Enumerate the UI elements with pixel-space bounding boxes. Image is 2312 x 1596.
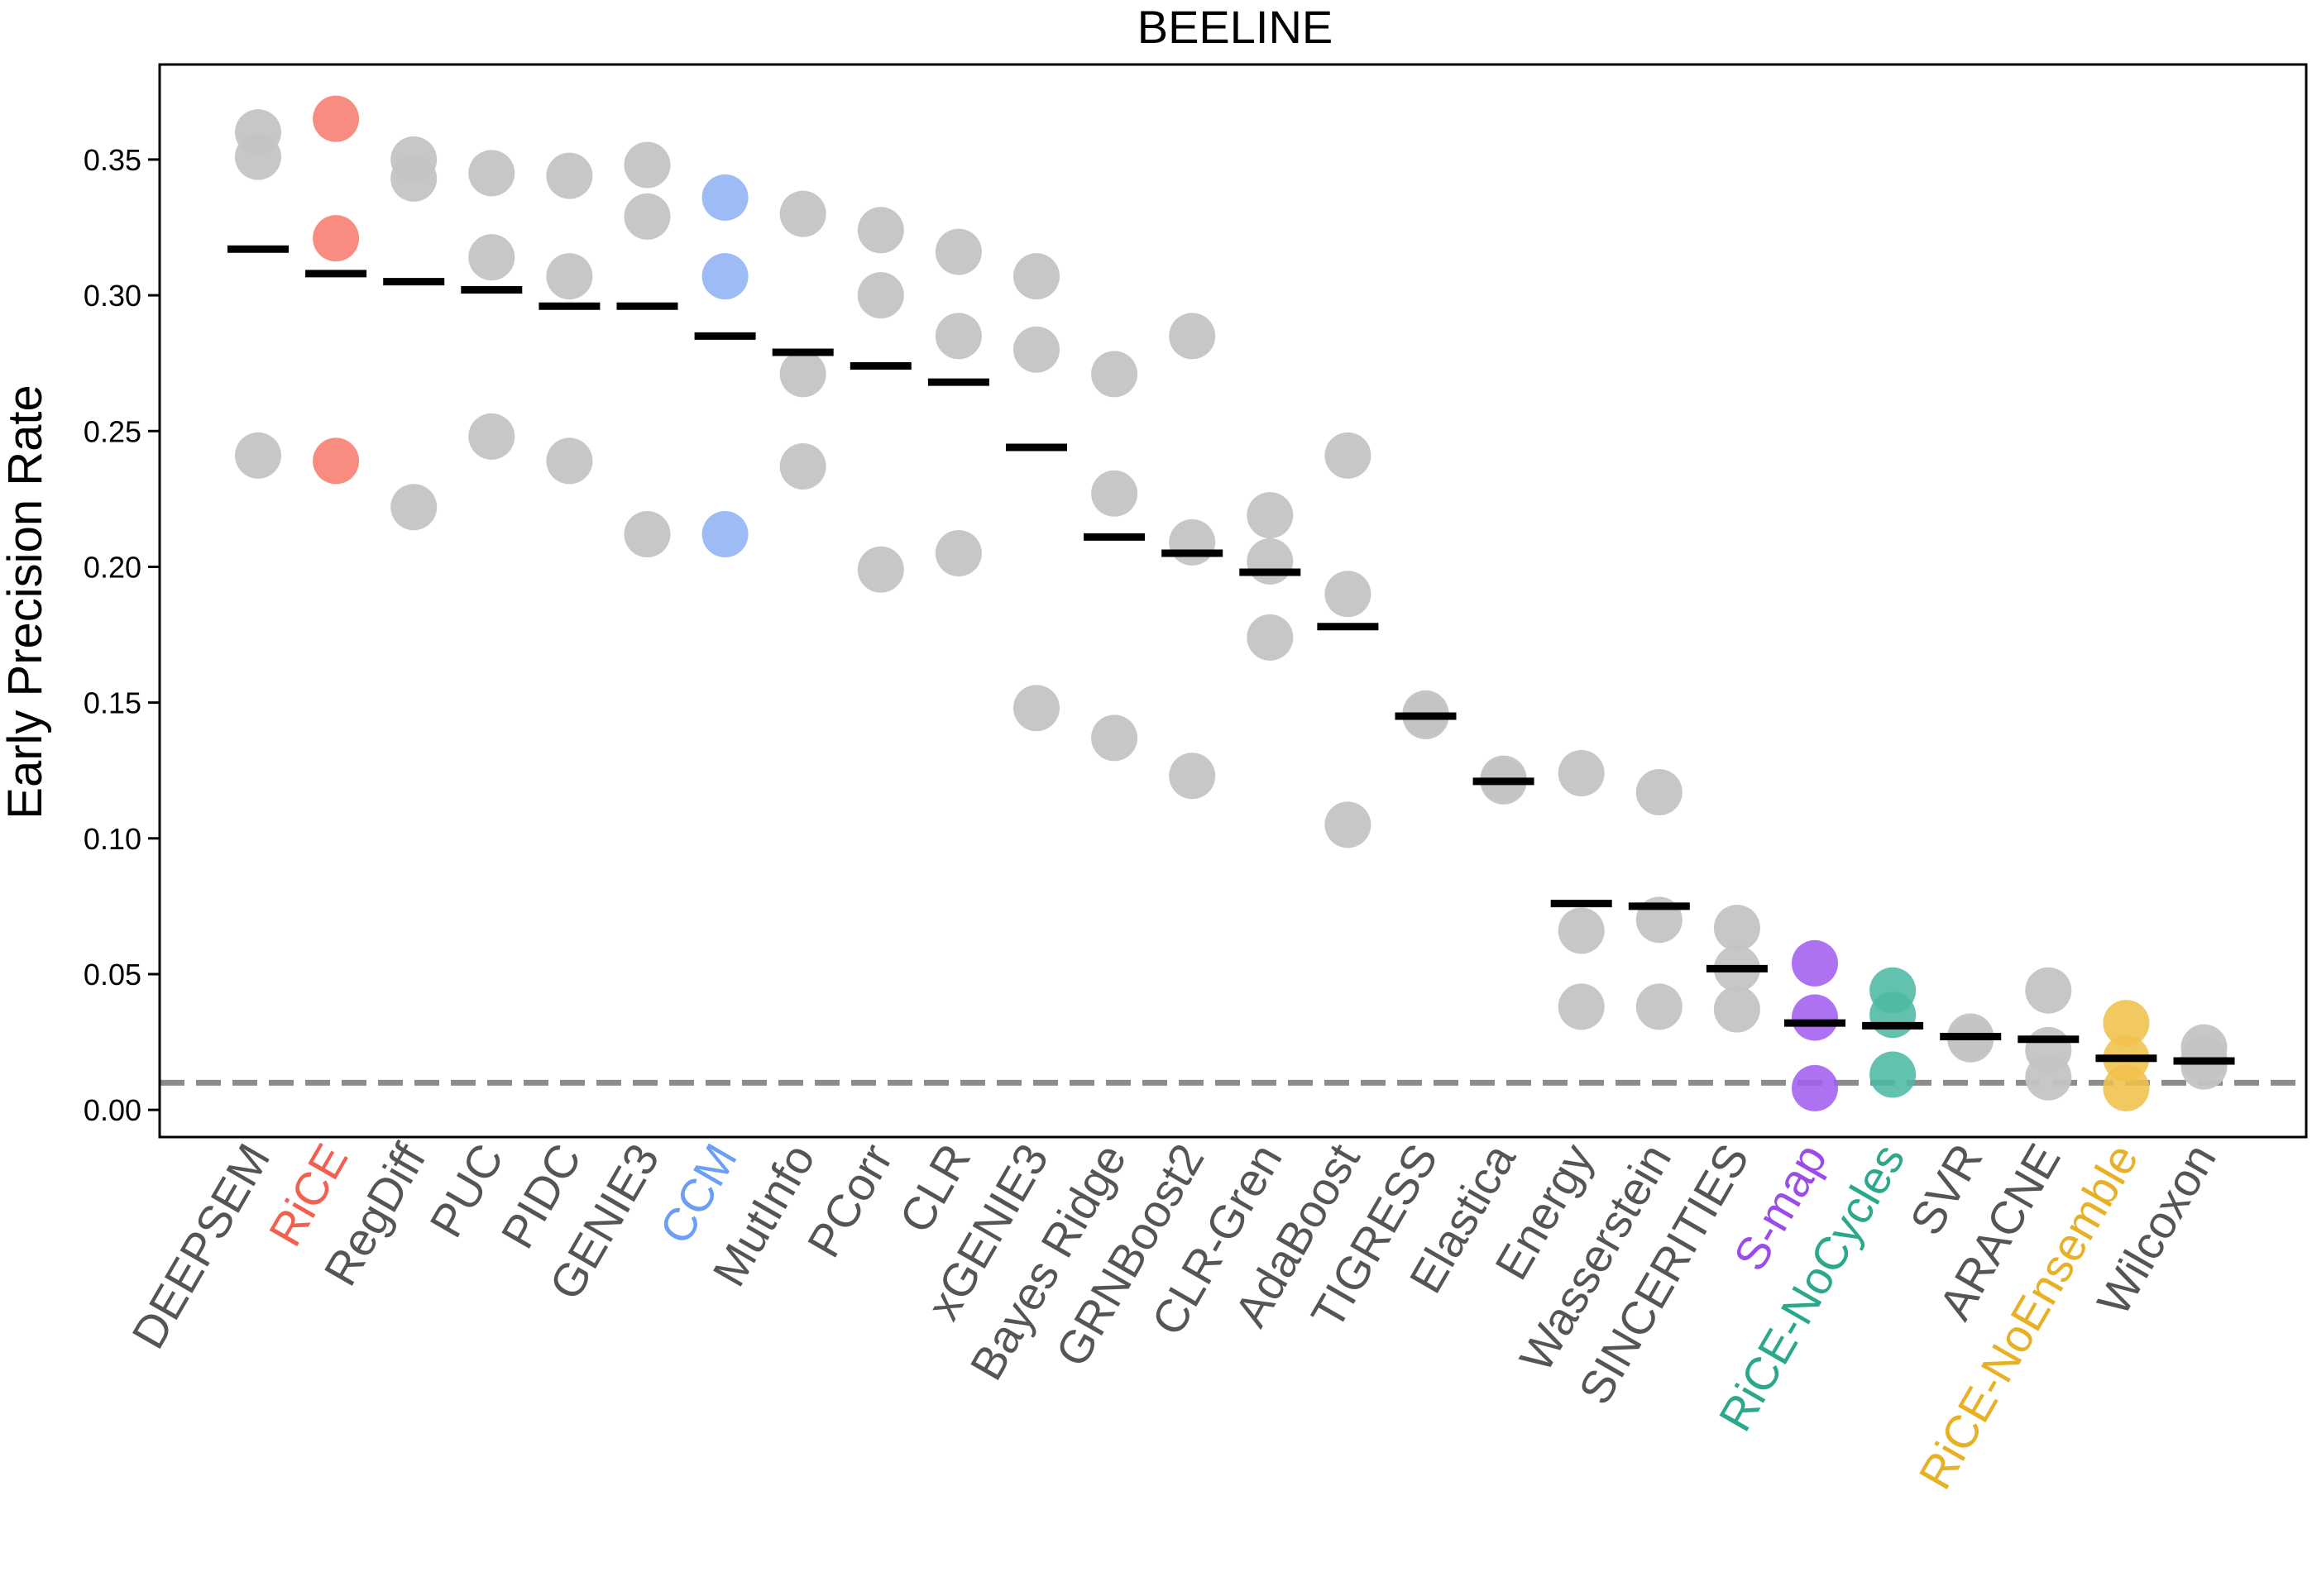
- data-point: [235, 133, 281, 180]
- data-point: [1013, 685, 1060, 732]
- y-axis-ticks: 0.00 0.05 0.10 0.15 0.20 0.25 0.30 0.35: [84, 143, 160, 1127]
- data-point: [2103, 1000, 2150, 1047]
- y-tick-label: 0.35: [84, 143, 141, 177]
- data-point: [1247, 614, 1294, 661]
- data-point: [701, 511, 749, 558]
- data-point: [313, 215, 360, 262]
- data-point: [935, 313, 982, 360]
- y-tick-label: 0.20: [84, 550, 141, 584]
- data-point: [1792, 939, 1838, 987]
- data-point: [1713, 905, 1760, 952]
- data-point: [701, 253, 749, 300]
- data-point: [1869, 1051, 1917, 1098]
- data-point: [1792, 1064, 1838, 1111]
- data-point: [1324, 801, 1371, 848]
- x-category-label: DEEPSEM: [122, 1135, 280, 1358]
- data-point: [1169, 313, 1216, 360]
- data-point: [546, 152, 593, 199]
- data-point: [1091, 470, 1138, 517]
- data-point: [1635, 768, 1683, 815]
- data-point: [857, 546, 904, 593]
- data-point: [1558, 750, 1605, 797]
- plot-frame: [158, 63, 2308, 1139]
- chart-title: BEELINE: [1137, 1, 1333, 53]
- data-point: [779, 442, 826, 490]
- y-tick-label: 0.05: [84, 958, 141, 992]
- data-point: [779, 351, 826, 398]
- data-point: [1869, 992, 1917, 1039]
- data-point: [1324, 571, 1371, 618]
- points-layer: [235, 95, 2228, 1111]
- median-layer: [227, 245, 2235, 1065]
- data-point: [624, 141, 671, 189]
- data-point: [546, 437, 593, 485]
- data-point: [935, 530, 982, 577]
- data-point: [1635, 983, 1683, 1030]
- data-point: [313, 437, 360, 485]
- data-point: [1713, 986, 1760, 1033]
- data-point: [857, 207, 904, 254]
- data-point: [1091, 714, 1138, 762]
- data-point: [2025, 1054, 2072, 1101]
- data-point: [1324, 432, 1371, 479]
- y-tick-label: 0.00: [84, 1093, 141, 1127]
- data-point: [935, 228, 982, 275]
- data-point: [390, 484, 438, 531]
- data-point: [390, 155, 438, 202]
- data-point: [468, 234, 515, 281]
- x-axis-labels: DEEPSEMRiCERegDiffPUCPIDCGENIE3CCMMutInf…: [122, 1135, 2226, 1498]
- y-tick-label: 0.30: [84, 279, 141, 313]
- data-point: [701, 174, 749, 221]
- data-point: [2103, 1064, 2150, 1111]
- data-point: [313, 95, 360, 142]
- data-point: [1247, 492, 1294, 539]
- data-point: [1247, 538, 1294, 585]
- data-point: [1013, 326, 1060, 373]
- y-tick-label: 0.25: [84, 414, 141, 448]
- data-point: [1091, 351, 1138, 398]
- data-point: [1792, 994, 1838, 1041]
- y-tick-label: 0.15: [84, 686, 141, 720]
- data-point: [546, 253, 593, 300]
- data-point: [857, 272, 904, 319]
- data-point: [1558, 983, 1605, 1030]
- y-axis-label: Early Precision Rate: [0, 385, 52, 819]
- data-point: [1169, 518, 1216, 566]
- data-point: [1558, 907, 1605, 954]
- data-point: [779, 190, 826, 237]
- data-point: [468, 150, 515, 197]
- data-point: [624, 511, 671, 558]
- y-tick-label: 0.10: [84, 822, 141, 856]
- data-point: [1013, 253, 1060, 300]
- data-point: [2025, 967, 2072, 1014]
- data-point: [235, 432, 281, 479]
- data-point: [2180, 1043, 2228, 1090]
- data-point: [1169, 753, 1216, 800]
- data-point: [468, 413, 515, 460]
- data-point: [624, 193, 671, 240]
